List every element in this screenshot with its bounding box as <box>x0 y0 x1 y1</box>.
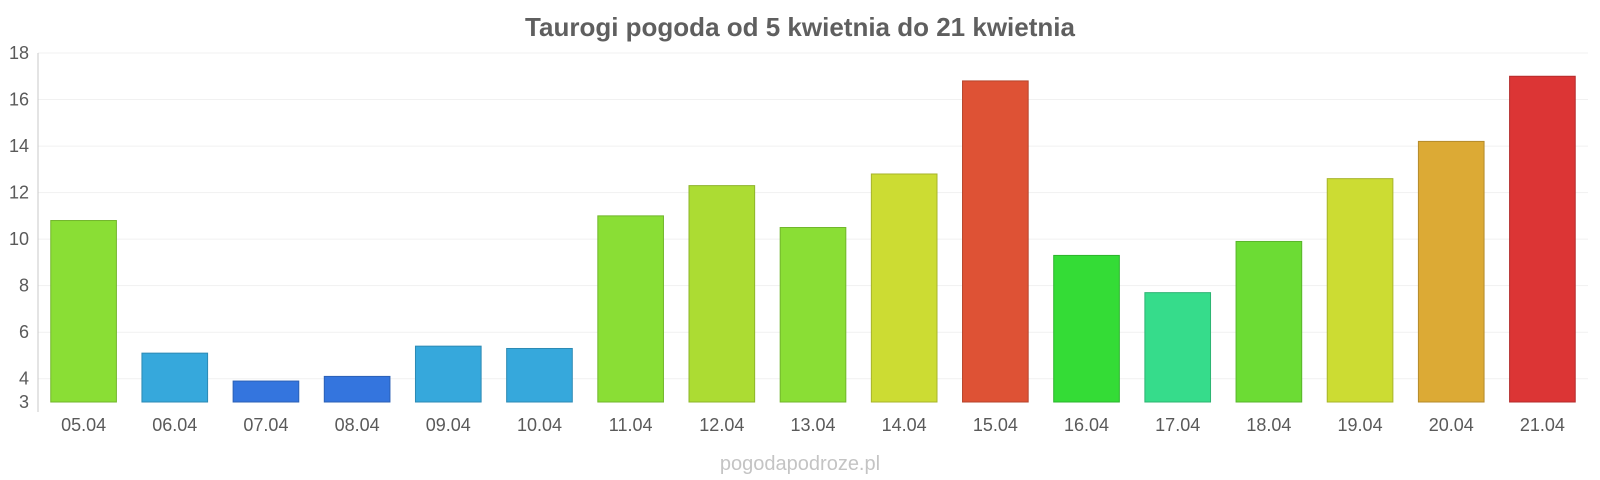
chart-title: Taurogi pogoda od 5 kwietnia do 21 kwiet… <box>525 12 1075 42</box>
x-tick-label: 10.04 <box>517 415 562 435</box>
x-tick-label: 16.04 <box>1064 415 1109 435</box>
y-tick-label: 4 <box>19 369 29 389</box>
y-tick-label: 3 <box>19 392 29 412</box>
bar-19.04 <box>1326 178 1394 403</box>
x-tick-label: 14.04 <box>882 415 927 435</box>
x-tick-label: 15.04 <box>973 415 1018 435</box>
x-tick-label: 17.04 <box>1155 415 1200 435</box>
bar-13.04 <box>779 227 847 403</box>
x-tick-label: 11.04 <box>609 415 653 435</box>
x-tick-label: 21.04 <box>1520 415 1565 435</box>
bar-06.04 <box>141 352 209 403</box>
bar-18.04 <box>1235 240 1303 403</box>
x-tick-label: 13.04 <box>790 415 835 435</box>
bar-08.04 <box>323 375 391 403</box>
x-tick-label: 19.04 <box>1338 415 1383 435</box>
bar-14.04 <box>870 173 938 403</box>
y-tick-label: 8 <box>19 276 29 296</box>
bar-15.04 <box>962 80 1029 403</box>
bar-17.04 <box>1144 292 1212 403</box>
y-tick-label: 6 <box>19 322 29 342</box>
bar-16.04 <box>1053 254 1120 403</box>
x-tick-label: 09.04 <box>426 415 471 435</box>
bars <box>50 75 1576 403</box>
y-tick-label: 18 <box>9 43 29 63</box>
x-tick-label: 06.04 <box>152 415 197 435</box>
y-axis-ticks: 3 4 6 8 10 12 14 16 18 <box>9 43 29 412</box>
bar-09.04 <box>414 345 482 403</box>
bar-21.04 <box>1509 75 1576 403</box>
y-tick-label: 16 <box>9 90 29 110</box>
x-tick-label: 07.04 <box>243 415 288 435</box>
bar-11.04 <box>597 215 664 403</box>
x-tick-label: 20.04 <box>1429 415 1474 435</box>
y-tick-label: 14 <box>9 136 29 156</box>
bar-10.04 <box>506 347 573 403</box>
x-tick-label: 05.04 <box>61 415 106 435</box>
bar-07.04 <box>232 380 300 403</box>
x-tick-label: 12.04 <box>699 415 744 435</box>
bar-12.04 <box>688 185 756 403</box>
bar-20.04 <box>1417 140 1485 403</box>
bar-05.04 <box>50 220 117 403</box>
site-watermark: pogodapodroze.pl <box>720 453 880 475</box>
x-tick-label: 08.04 <box>335 415 380 435</box>
y-tick-label: 10 <box>9 229 29 249</box>
x-tick-label: 18.04 <box>1246 415 1291 435</box>
y-tick-label: 12 <box>9 183 29 203</box>
x-axis-ticks: 05.04 06.04 07.04 08.04 09.04 10.04 11.04 12.04… <box>61 415 1565 435</box>
